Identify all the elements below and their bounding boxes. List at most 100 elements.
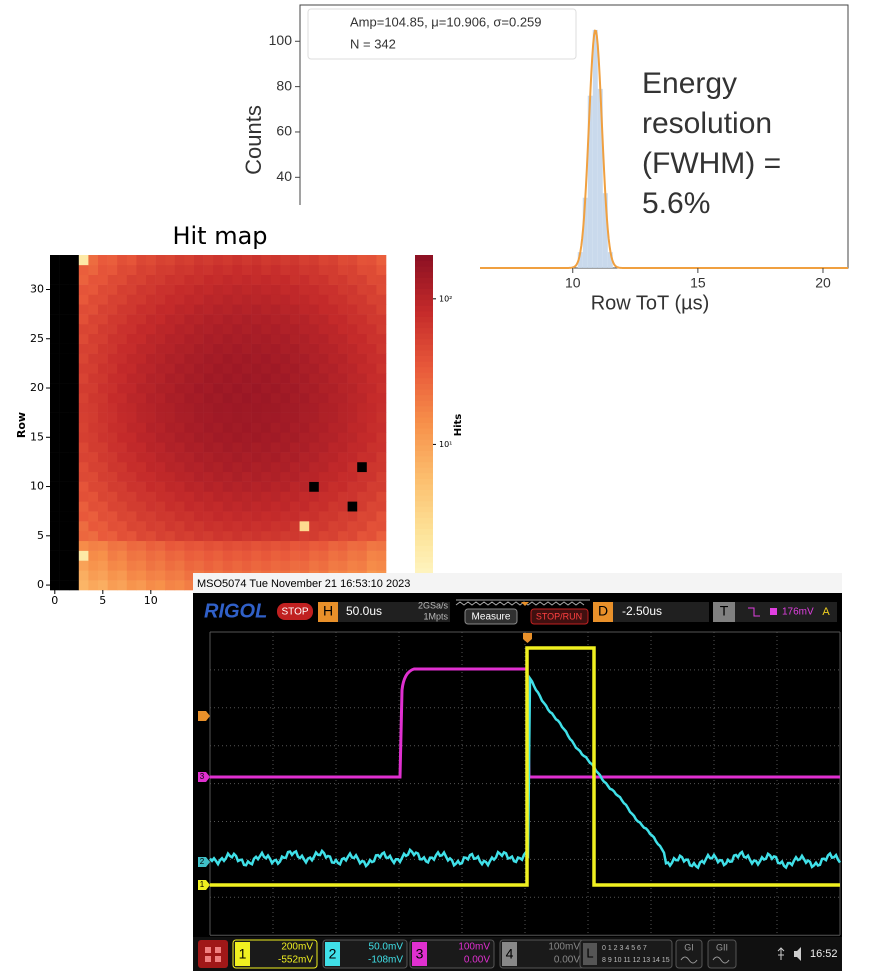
colorbar-slice <box>415 551 433 557</box>
cell <box>165 275 175 285</box>
menu-btn[interactable] <box>198 940 228 968</box>
cell <box>60 344 70 354</box>
cell <box>328 521 338 531</box>
cell <box>309 432 319 442</box>
cell <box>98 462 108 472</box>
cell <box>319 324 329 334</box>
cell <box>50 482 60 492</box>
cell <box>79 334 89 344</box>
cell <box>98 570 108 580</box>
cell <box>194 324 204 334</box>
cell <box>156 413 166 423</box>
cell <box>88 265 98 275</box>
cell <box>69 314 79 324</box>
cell <box>108 423 118 433</box>
cell <box>338 462 348 472</box>
cell <box>357 511 367 521</box>
cell <box>88 344 98 354</box>
colorbar-slice <box>415 568 433 574</box>
cell <box>98 501 108 511</box>
cell <box>300 403 310 413</box>
cell <box>223 334 233 344</box>
colorbar-slice <box>415 294 433 300</box>
cell <box>194 373 204 383</box>
cell <box>69 462 79 472</box>
cell <box>204 551 214 561</box>
cell <box>261 511 271 521</box>
cell <box>261 521 271 531</box>
cell <box>108 511 118 521</box>
cell <box>98 314 108 324</box>
cell <box>88 324 98 334</box>
cell <box>252 423 262 433</box>
cell <box>98 363 108 373</box>
colorbar-slice <box>415 316 433 322</box>
cell <box>204 403 214 413</box>
colorbar-slice <box>415 473 433 479</box>
cell <box>280 472 290 482</box>
cell <box>156 363 166 373</box>
cell <box>98 580 108 590</box>
cell <box>319 265 329 275</box>
cell <box>127 324 137 334</box>
cell <box>127 255 137 265</box>
cell <box>376 472 386 482</box>
cell <box>156 373 166 383</box>
cell <box>328 393 338 403</box>
cell <box>280 501 290 511</box>
cell <box>223 501 233 511</box>
cell <box>223 363 233 373</box>
cell <box>204 294 214 304</box>
cell <box>88 531 98 541</box>
cell <box>319 531 329 541</box>
cell <box>242 442 252 452</box>
cell <box>348 442 358 452</box>
cell <box>348 511 358 521</box>
cell <box>328 501 338 511</box>
cell <box>98 541 108 551</box>
cell <box>348 314 358 324</box>
cell <box>242 275 252 285</box>
cell <box>252 304 262 314</box>
cell <box>79 373 89 383</box>
cell <box>50 403 60 413</box>
cell <box>290 452 300 462</box>
cell <box>328 413 338 423</box>
cell <box>60 413 70 423</box>
cell <box>98 560 108 570</box>
cell <box>319 393 329 403</box>
cell <box>242 265 252 275</box>
cell <box>309 442 319 452</box>
cell <box>223 265 233 275</box>
cell <box>367 304 377 314</box>
cell <box>328 265 338 275</box>
colorbar-slice <box>415 305 433 311</box>
colorbar-slice <box>415 372 433 378</box>
cell <box>69 452 79 462</box>
cell <box>165 432 175 442</box>
d-label: D <box>598 603 608 619</box>
cell <box>127 265 137 275</box>
cell <box>184 423 194 433</box>
cell <box>271 531 281 541</box>
cell <box>213 491 223 501</box>
cell <box>194 432 204 442</box>
cell <box>300 491 310 501</box>
cell <box>367 423 377 433</box>
cell <box>184 482 194 492</box>
cell <box>223 491 233 501</box>
cell <box>108 482 118 492</box>
cell <box>184 452 194 462</box>
cell <box>69 472 79 482</box>
cell <box>290 354 300 364</box>
cell <box>136 324 146 334</box>
colorbar-slice <box>415 383 433 389</box>
cell <box>242 452 252 462</box>
cell <box>88 314 98 324</box>
cell <box>108 275 118 285</box>
cell <box>127 275 137 285</box>
cell <box>184 373 194 383</box>
cell <box>98 531 108 541</box>
cell <box>117 491 127 501</box>
cell <box>213 383 223 393</box>
